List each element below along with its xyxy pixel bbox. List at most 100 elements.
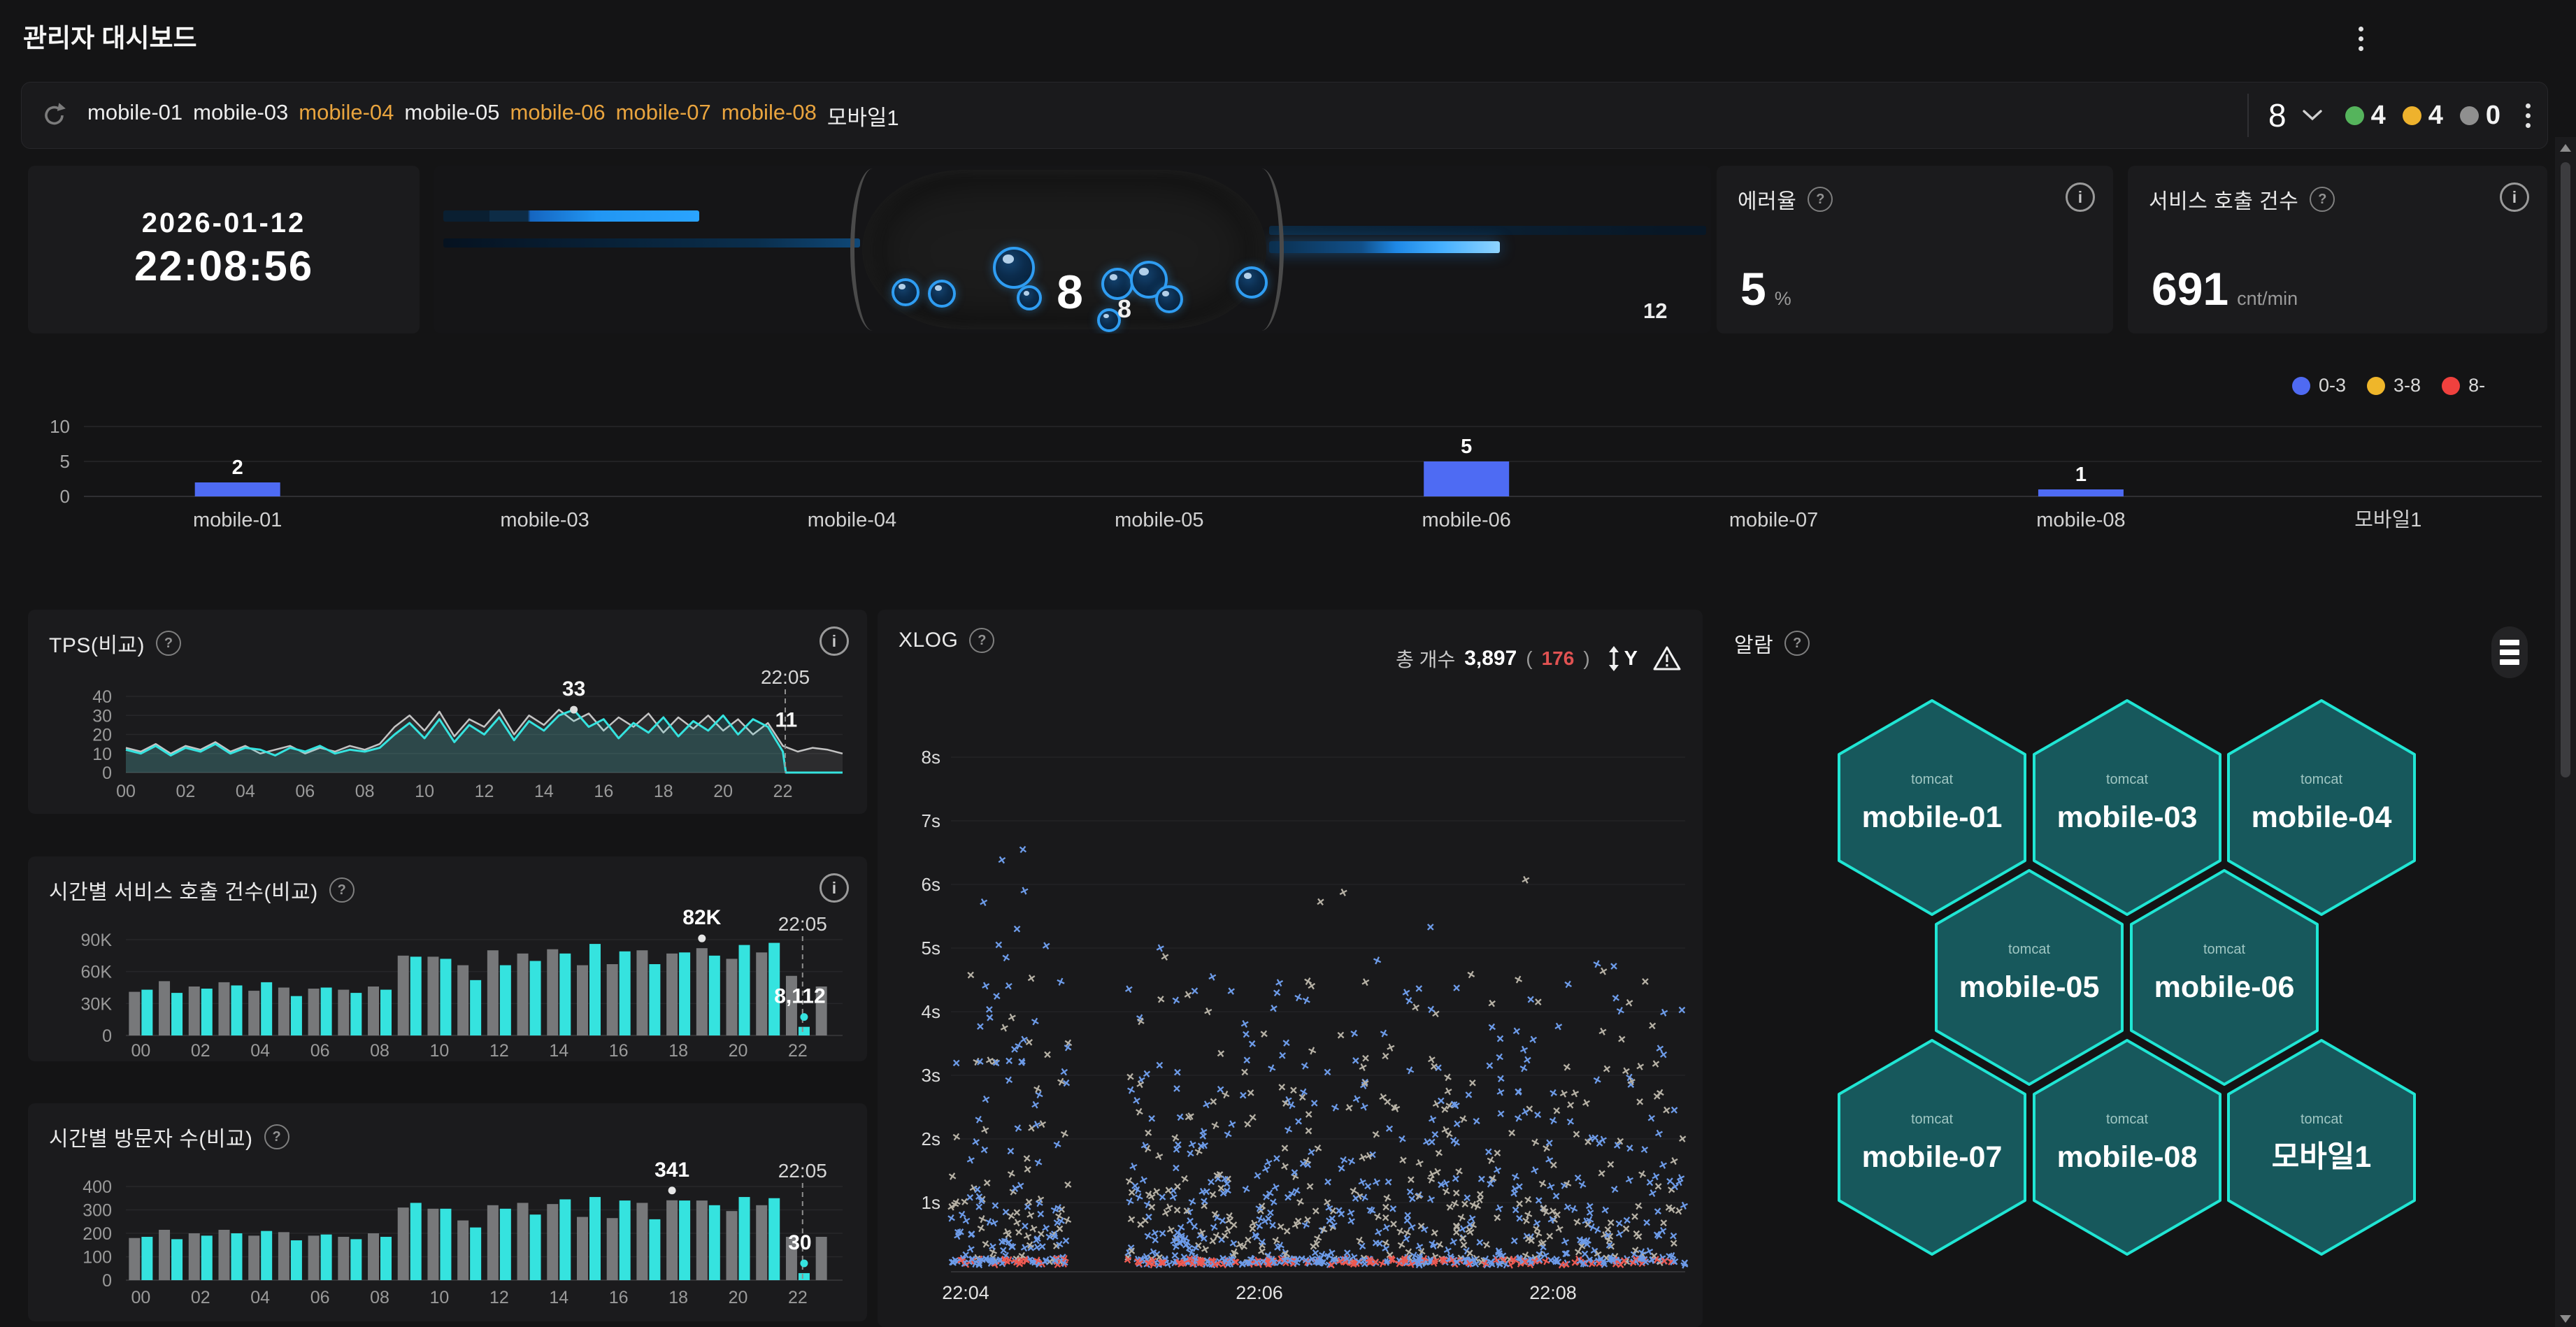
help-icon[interactable]: ? [329, 877, 355, 903]
bar-today[interactable] [529, 1214, 541, 1280]
info-icon[interactable]: i [820, 873, 849, 903]
bar-compare[interactable] [547, 1204, 559, 1280]
bar-compare[interactable] [368, 986, 380, 1035]
bar-compare[interactable] [756, 952, 768, 1035]
bar-compare[interactable] [427, 1208, 439, 1280]
hourly-visitors-bar-chart[interactable]: 0 100 200 300 400 00 02 04 06 08 10 12 14 16 18 20 22 22:… [28, 1159, 867, 1321]
bar-compare[interactable] [278, 987, 289, 1036]
scroll-up-icon[interactable] [2560, 144, 2571, 152]
bar-compare[interactable] [726, 959, 738, 1035]
bar-today[interactable] [619, 951, 631, 1035]
info-icon[interactable]: i [2066, 182, 2095, 212]
bar-compare[interactable] [308, 989, 320, 1035]
bar-today[interactable] [738, 1197, 750, 1280]
bar-compare[interactable] [666, 1200, 678, 1280]
bar-compare[interactable] [666, 953, 678, 1035]
y-axis-adjust-icon[interactable]: Y [1606, 645, 1638, 673]
agent-item[interactable]: mobile-03 [193, 99, 289, 124]
agent-item[interactable]: 모바일1 [827, 105, 899, 130]
bar-today[interactable] [320, 1234, 332, 1280]
bar-compare[interactable] [188, 1233, 200, 1280]
bar-today[interactable] [708, 955, 720, 1035]
help-icon[interactable]: ? [1784, 631, 1810, 656]
scrollbar[interactable] [2555, 137, 2576, 1327]
bar-today[interactable] [679, 1200, 691, 1280]
scroll-down-icon[interactable] [2560, 1315, 2571, 1323]
bar-compare[interactable] [785, 1237, 797, 1280]
bar-today[interactable] [261, 982, 273, 1035]
bar-today[interactable] [559, 953, 571, 1035]
bar-compare[interactable] [547, 949, 559, 1035]
bar-today[interactable] [171, 1239, 183, 1280]
bar-compare[interactable] [218, 1229, 230, 1280]
bar-today[interactable] [738, 945, 750, 1035]
bar-compare[interactable] [606, 1218, 618, 1280]
bar-today[interactable] [708, 1205, 720, 1280]
bar-compare[interactable] [576, 1217, 588, 1280]
bar-today[interactable] [619, 1200, 631, 1280]
alarm-hex-node[interactable]: tomcat 모바일1 [2227, 1039, 2416, 1256]
bar-today[interactable] [559, 1199, 571, 1280]
bar-compare[interactable] [248, 1235, 260, 1280]
series-line-compare[interactable] [125, 708, 843, 755]
bar-today[interactable] [141, 989, 153, 1035]
bar-today[interactable] [231, 1233, 243, 1280]
agent-bar-kebab-icon[interactable] [2526, 103, 2531, 128]
bar-today[interactable] [320, 987, 332, 1036]
info-icon[interactable]: i [820, 626, 849, 656]
bar-today[interactable] [499, 1208, 511, 1280]
bar-today[interactable] [171, 993, 183, 1035]
kebab-menu-icon[interactable] [2359, 27, 2363, 51]
bar-today[interactable] [470, 1227, 482, 1280]
alarm-hex-node[interactable]: tomcat mobile-04 [2227, 699, 2416, 916]
bar-today[interactable] [290, 1240, 302, 1280]
bar-today[interactable] [350, 1239, 362, 1280]
agent-active-bar-chart[interactable]: 0 5 10 mobile-01 2 mobile-03 mobile-04 mobile-0… [28, 402, 2548, 556]
bar-compare[interactable] [815, 986, 827, 1035]
bar-today[interactable] [261, 1231, 273, 1280]
alarm-hex-node[interactable]: tomcat mobile-03 [2033, 699, 2221, 916]
bar-today[interactable] [201, 1235, 213, 1280]
bar-today[interactable] [589, 944, 601, 1035]
bar-compare[interactable] [129, 1238, 141, 1280]
legend-item[interactable]: 8- [2442, 375, 2485, 396]
bar-compare[interactable] [308, 1235, 320, 1280]
bar-compare[interactable] [397, 1207, 409, 1280]
bar-compare[interactable] [696, 1200, 708, 1280]
bar-today[interactable] [380, 989, 392, 1035]
bar-compare[interactable] [487, 1205, 499, 1280]
alarm-hex-node[interactable]: tomcat mobile-08 [2033, 1039, 2221, 1256]
help-icon[interactable]: ? [969, 628, 995, 653]
bar-compare[interactable] [248, 991, 260, 1035]
bar-today[interactable] [798, 1272, 810, 1280]
bar-today[interactable] [470, 980, 482, 1035]
bar-compare[interactable] [159, 981, 171, 1035]
bar-today[interactable] [231, 985, 243, 1035]
bar-today[interactable] [410, 956, 422, 1035]
scrollbar-thumb[interactable] [2561, 162, 2570, 777]
legend-item[interactable]: 3-8 [2367, 375, 2421, 396]
bar-compare[interactable] [726, 1211, 738, 1280]
bar-compare[interactable] [457, 1220, 469, 1280]
agent-item[interactable]: mobile-04 [299, 99, 394, 124]
bar-today[interactable] [380, 1237, 392, 1280]
active-bar[interactable] [194, 482, 280, 496]
agent-item[interactable]: mobile-06 [510, 99, 606, 124]
agent-item[interactable]: mobile-01 [87, 99, 183, 124]
bar-today[interactable] [440, 959, 452, 1035]
bar-today[interactable] [529, 961, 541, 1035]
bar-today[interactable] [589, 1197, 601, 1280]
bar-today[interactable] [410, 1203, 422, 1280]
help-icon[interactable]: ? [264, 1124, 289, 1149]
bar-today[interactable] [768, 942, 780, 1035]
active-bar[interactable] [2038, 489, 2124, 496]
bar-today[interactable] [768, 1198, 780, 1280]
series-line-today[interactable] [125, 708, 843, 774]
bar-compare[interactable] [427, 956, 439, 1035]
bar-compare[interactable] [696, 948, 708, 1035]
bar-compare[interactable] [756, 1205, 768, 1280]
bar-compare[interactable] [188, 986, 200, 1035]
bar-compare[interactable] [815, 1237, 827, 1280]
bar-compare[interactable] [278, 1232, 289, 1280]
alarm-hex-node[interactable]: tomcat mobile-06 [2130, 869, 2319, 1086]
